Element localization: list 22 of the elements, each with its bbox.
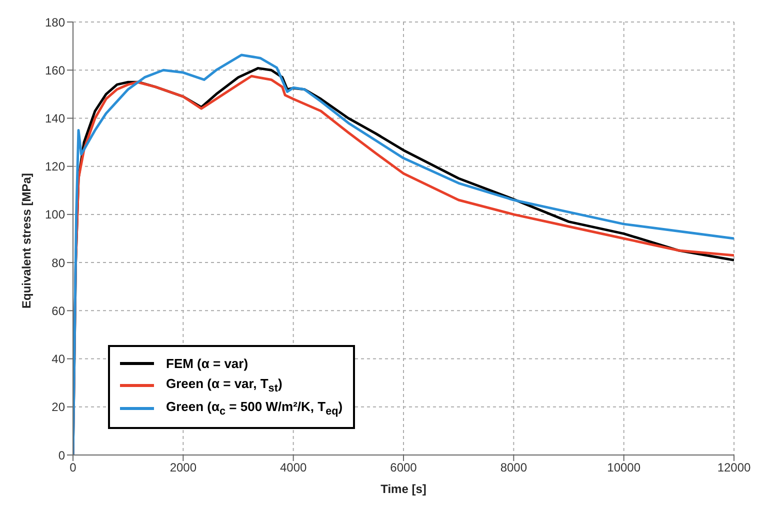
y-tick-label: 100 bbox=[44, 208, 66, 222]
y-tick-label: 180 bbox=[44, 15, 66, 30]
y-tick-label: 140 bbox=[44, 111, 66, 126]
x-tick-label: 8000 bbox=[500, 460, 528, 475]
y-tick-label: 80 bbox=[52, 256, 66, 270]
y-tick-label: 160 bbox=[44, 63, 66, 78]
x-tick-label: 0 bbox=[70, 460, 77, 475]
x-tick-label: 12000 bbox=[717, 460, 752, 475]
y-axis-title: Equivalent stress [MPa] bbox=[19, 173, 34, 308]
y-tick-label: 20 bbox=[52, 400, 66, 414]
y-tick-label: 60 bbox=[52, 304, 66, 318]
x-axis-title: Time [s] bbox=[380, 482, 426, 496]
y-tick-label: 120 bbox=[44, 160, 66, 174]
x-tick-label: 2000 bbox=[170, 460, 197, 475]
x-tick-label: 6000 bbox=[390, 460, 418, 475]
legend-label: FEM (α = var) bbox=[166, 356, 248, 371]
x-tick-label: 4000 bbox=[280, 460, 308, 475]
y-tick-label: 0 bbox=[58, 448, 66, 462]
legend-label: Green (α = var, T$_{st}$) bbox=[166, 376, 282, 394]
y-tick-label: 40 bbox=[52, 352, 66, 366]
legend-label: Green (α$_{c}$ = 500 W/m²/K, T$_{eq}$) bbox=[166, 399, 343, 418]
x-tick-label: 10000 bbox=[607, 460, 641, 475]
